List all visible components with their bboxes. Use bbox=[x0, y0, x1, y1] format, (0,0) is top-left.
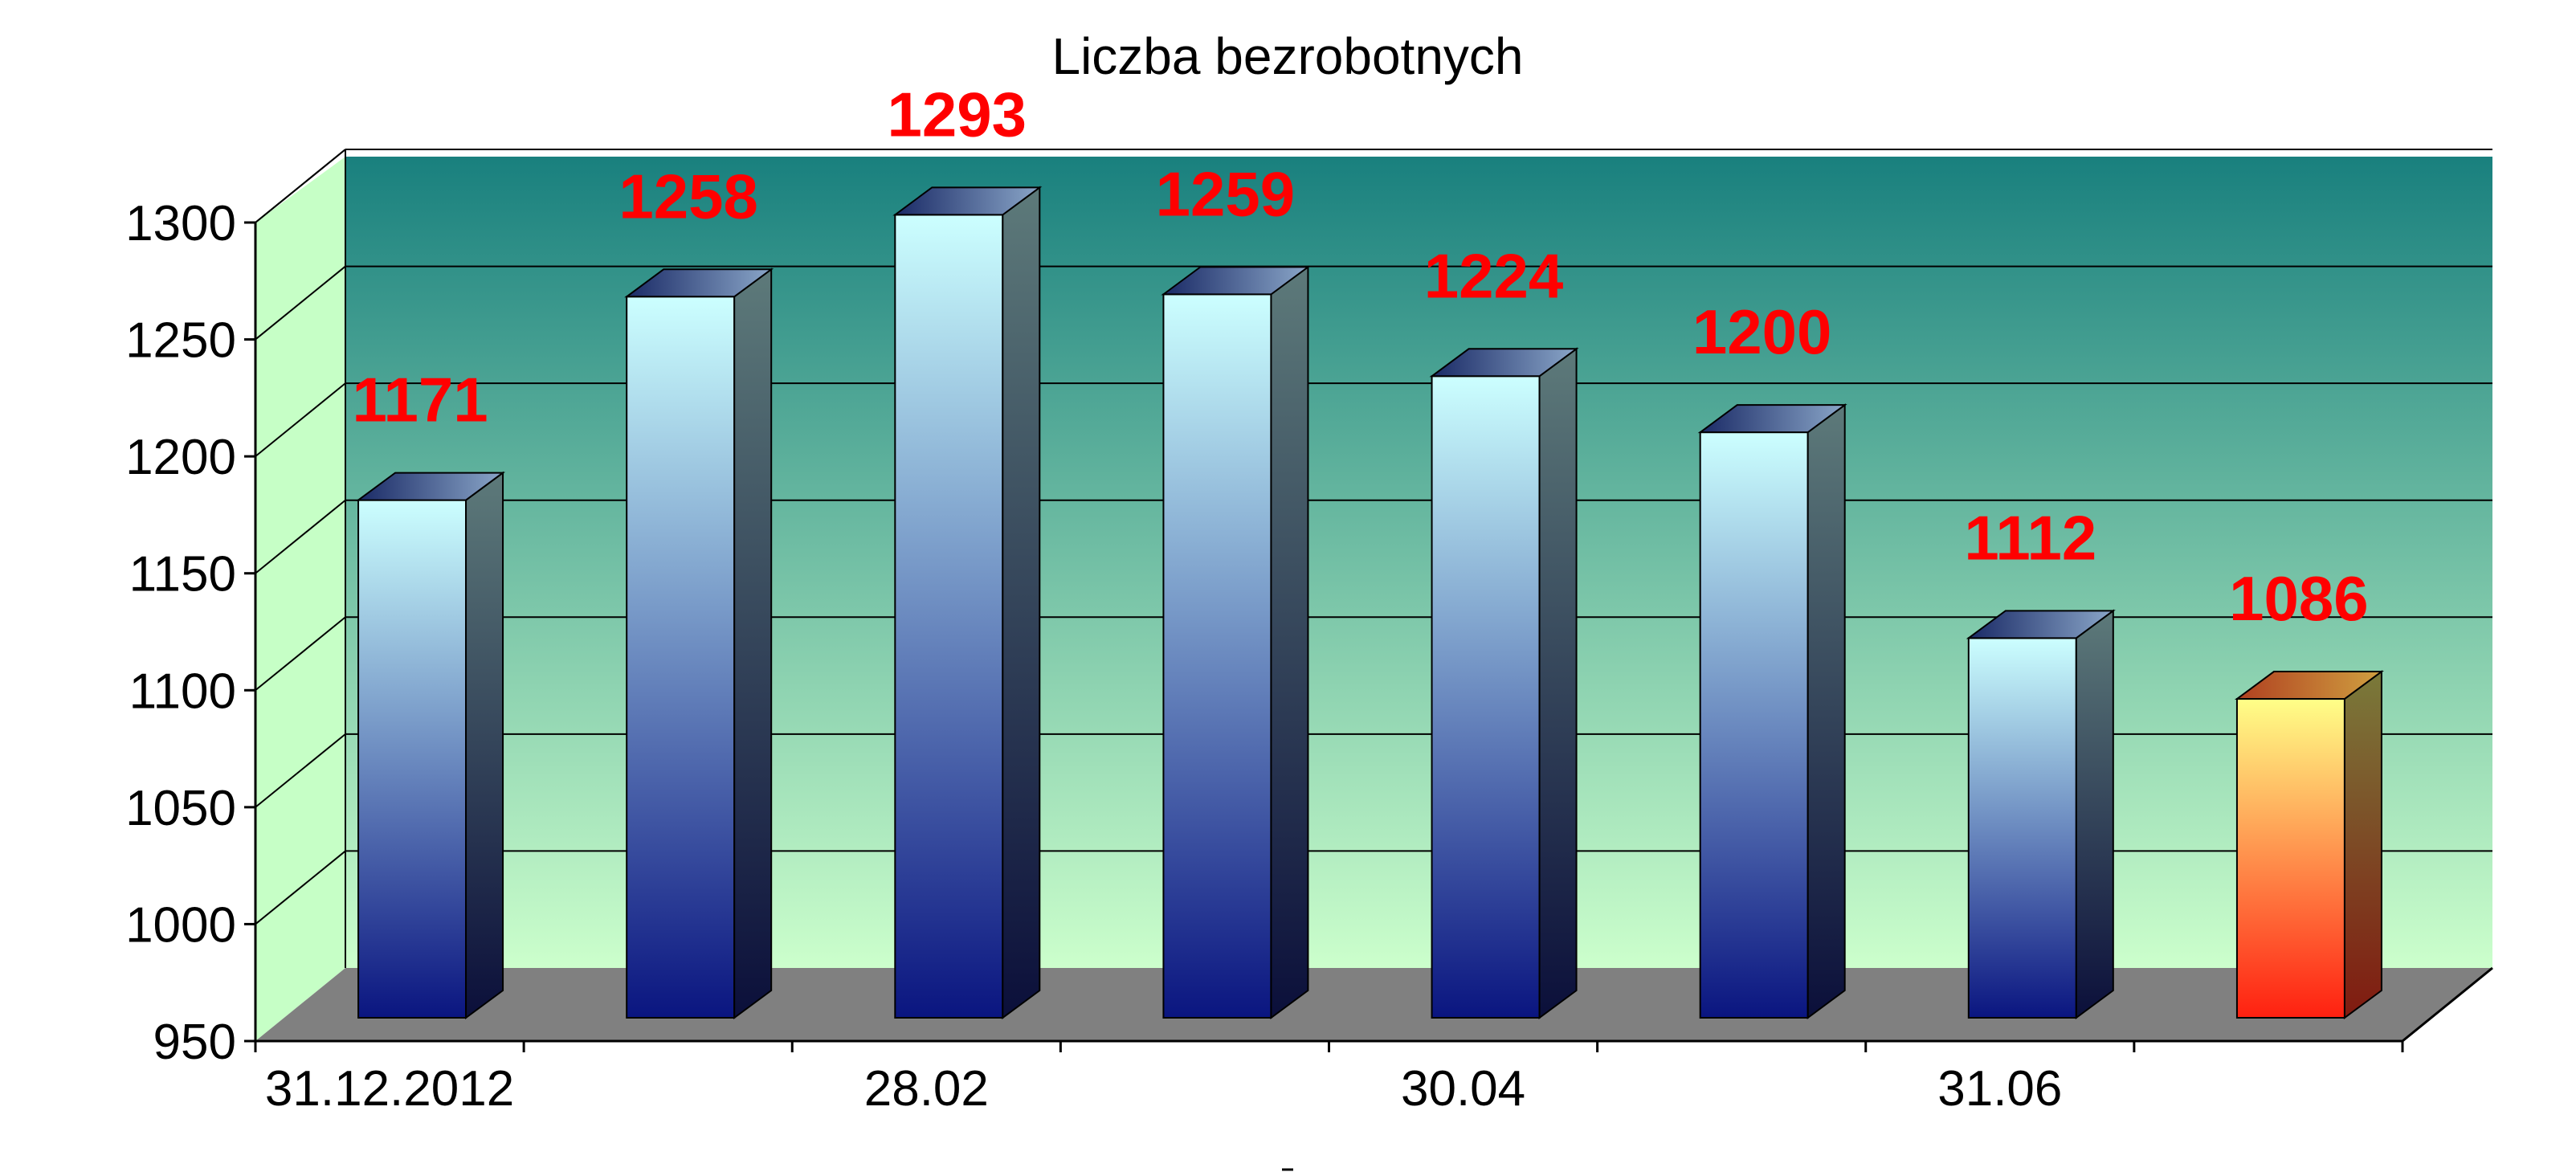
bar-top bbox=[1697, 404, 1847, 434]
x-tick-label: 30.04 bbox=[1401, 1061, 1525, 1117]
floor-right-edge bbox=[2402, 966, 2493, 1043]
bar-side bbox=[733, 267, 773, 1019]
bar-front bbox=[626, 296, 736, 1019]
y-tick-label: 1300 bbox=[125, 196, 236, 251]
bar-top bbox=[892, 186, 1043, 216]
gridline-side bbox=[255, 265, 346, 341]
bar-top bbox=[356, 472, 506, 501]
data-label: 1293 bbox=[888, 79, 1027, 149]
data-label: 1086 bbox=[2229, 563, 2369, 634]
y-tick-label: 1200 bbox=[125, 430, 236, 485]
gridline-side bbox=[255, 850, 346, 925]
bars bbox=[356, 186, 2384, 1019]
bar-front bbox=[1162, 293, 1272, 1019]
y-tick-label: 1000 bbox=[125, 897, 236, 953]
bar bbox=[1429, 347, 1579, 1019]
bar-front bbox=[894, 214, 1004, 1019]
data-labels: 1171 1258 1293 1259 1224 1200 1112 1086 bbox=[352, 79, 2368, 634]
gridline-side bbox=[255, 499, 346, 574]
bar-front bbox=[357, 499, 467, 1019]
floor bbox=[255, 968, 2492, 1041]
bar-front bbox=[1967, 637, 2077, 1019]
side-wall-top-edge bbox=[255, 149, 346, 223]
bar-front bbox=[2235, 698, 2345, 1019]
bar-side bbox=[1002, 186, 1041, 1019]
bar-side bbox=[1270, 265, 1309, 1019]
bar-front bbox=[1699, 431, 1809, 1019]
data-label: 1112 bbox=[1964, 502, 2096, 573]
bar-side bbox=[2075, 609, 2114, 1019]
bar bbox=[1966, 609, 2116, 1019]
data-label: 1171 bbox=[352, 365, 488, 435]
x-tick-label: 28.02 bbox=[864, 1061, 989, 1117]
x-axis: 31.12.2012 28.02 30.04 31.06 bbox=[254, 966, 2493, 1117]
bar-front bbox=[1431, 375, 1541, 1019]
y-tick-label: 1050 bbox=[125, 781, 236, 836]
y-tick-label: 1150 bbox=[129, 547, 236, 602]
bar bbox=[1161, 265, 1311, 1019]
bar-top bbox=[2234, 671, 2384, 700]
x-tick-label: 31.12.2012 bbox=[265, 1061, 514, 1117]
bar bbox=[356, 471, 506, 1019]
data-label: 1259 bbox=[1156, 158, 1296, 229]
data-label: 1200 bbox=[1692, 296, 1832, 367]
bar-top bbox=[1966, 610, 2116, 639]
bar-top bbox=[1161, 266, 1311, 296]
bar bbox=[624, 267, 774, 1019]
gridline-side bbox=[255, 382, 346, 457]
y-tick-label: 950 bbox=[153, 1015, 236, 1070]
side-wall bbox=[255, 157, 345, 1041]
bar-side bbox=[1538, 347, 1578, 1019]
bar bbox=[892, 186, 1043, 1019]
data-label: 1258 bbox=[618, 161, 758, 231]
bar-top bbox=[1429, 348, 1579, 378]
bar-side bbox=[2343, 670, 2382, 1019]
bar bbox=[2234, 670, 2384, 1019]
bar-side bbox=[465, 471, 504, 1019]
y-tick-label: 1100 bbox=[129, 664, 236, 719]
x-tick-label: 31.06 bbox=[1937, 1061, 2062, 1117]
bar-top bbox=[624, 268, 774, 298]
chart-title: Liczba bezrobotnych bbox=[1051, 27, 1523, 85]
gridline-side bbox=[255, 733, 346, 808]
back-wall bbox=[345, 157, 2492, 968]
y-tick-label: 1250 bbox=[125, 313, 236, 369]
bar bbox=[1697, 403, 1847, 1019]
gridline-side bbox=[255, 616, 346, 692]
data-label: 1224 bbox=[1424, 240, 1564, 311]
bar-side bbox=[1806, 403, 1846, 1019]
y-axis: 950 1000 1050 1100 1150 1200 1250 1300 bbox=[125, 196, 257, 1070]
